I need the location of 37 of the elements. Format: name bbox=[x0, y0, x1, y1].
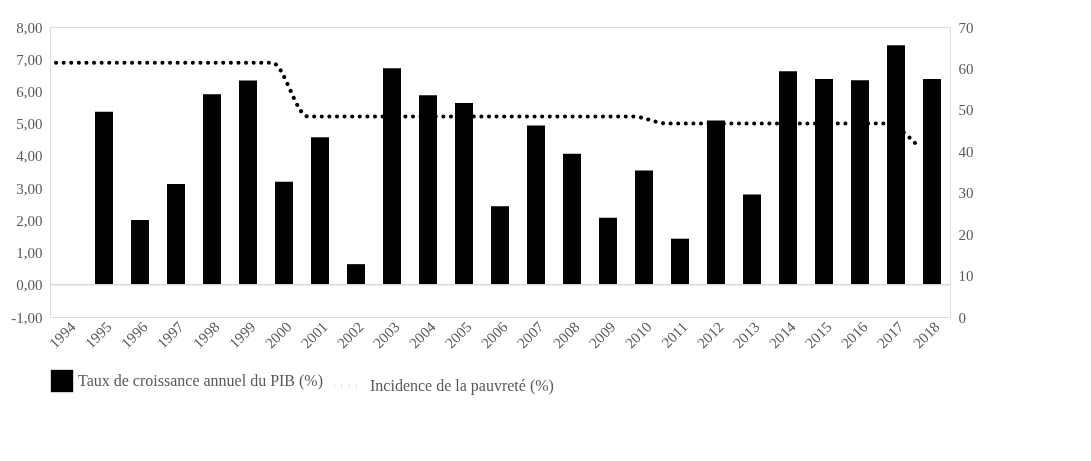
bar bbox=[599, 217, 617, 285]
legend-label: Taux de croissance annuel du PIB (%) bbox=[78, 372, 324, 390]
y2-tick-label: 0 bbox=[958, 309, 966, 326]
y-tick-label: 0,00 bbox=[16, 277, 43, 294]
legend-label: Incidence de la pauvreté (%) bbox=[370, 377, 554, 395]
y2-tick-label: 30 bbox=[958, 185, 974, 202]
bar bbox=[563, 153, 581, 285]
y2-tick-label: 50 bbox=[958, 102, 974, 119]
bar bbox=[527, 125, 545, 285]
bar bbox=[95, 111, 113, 285]
bar bbox=[635, 170, 653, 285]
bar bbox=[743, 194, 761, 285]
bar bbox=[239, 80, 257, 285]
y2-tick-label: 10 bbox=[958, 268, 974, 285]
y-tick-label: 8,00 bbox=[16, 19, 43, 36]
bar bbox=[491, 206, 509, 285]
bar bbox=[167, 183, 185, 285]
y-tick-label: 2,00 bbox=[16, 212, 43, 229]
bar bbox=[347, 264, 365, 285]
y-tick-label: 7,00 bbox=[16, 51, 43, 68]
bar bbox=[671, 238, 689, 285]
bar bbox=[203, 94, 221, 285]
y-tick-label: -1,00 bbox=[11, 309, 43, 326]
y2-tick-label: 60 bbox=[958, 60, 974, 77]
y2-tick-label: 70 bbox=[958, 19, 974, 36]
y-tick-label: 5,00 bbox=[16, 116, 43, 133]
x-tick-label: 2011 bbox=[658, 318, 691, 351]
y2-tick-label: 40 bbox=[958, 143, 974, 160]
y-tick-label: 4,00 bbox=[16, 148, 43, 165]
y-tick-label: 3,00 bbox=[16, 180, 43, 197]
bar bbox=[923, 78, 941, 285]
y-tick-label: 1,00 bbox=[16, 245, 43, 262]
bar bbox=[311, 137, 329, 285]
bar bbox=[131, 220, 149, 285]
y2-tick-label: 20 bbox=[958, 226, 974, 243]
bar bbox=[275, 181, 293, 285]
y-tick-label: 6,00 bbox=[16, 83, 43, 100]
